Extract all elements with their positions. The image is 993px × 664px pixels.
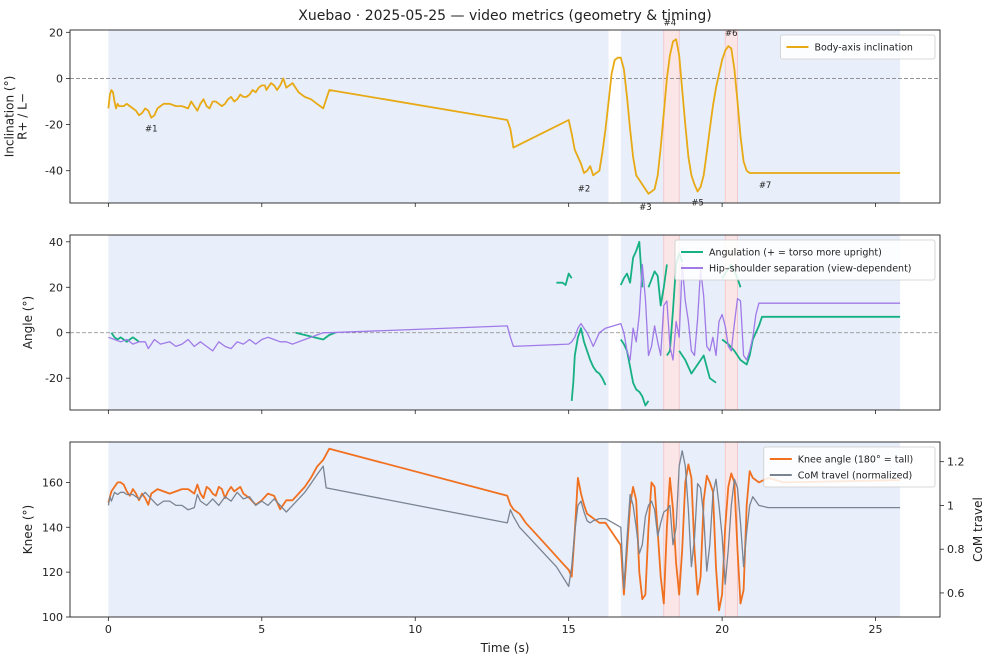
phase-band (269, 30, 609, 203)
knee-com-panel: 100 120 140 160 0.6 0.8 1 1.2 0 5 10 15 20 25 Knee (°)… (21, 441, 985, 655)
legend-box (780, 34, 936, 60)
series-line-angulation (619, 240, 644, 288)
phase-band (269, 235, 609, 410)
series-line-angulation (295, 331, 336, 341)
angle-panel: 40 20 0 -20 Angle (°) Angulation (+ = torso m… (21, 234, 941, 414)
phase-band (108, 442, 270, 617)
y-tick-label: 20 (49, 281, 63, 294)
y-axis-label: Angle (°) (21, 296, 35, 349)
legend-label: Hip–shoulder separation (view-dependent) (709, 264, 912, 275)
series-line-inclination (107, 38, 901, 195)
y-axis-label: Knee (°) (21, 505, 35, 554)
legend-box (674, 239, 936, 281)
event-band (725, 442, 738, 617)
event-annotation: #3 (639, 203, 652, 213)
x-tick-label: 20 (715, 623, 729, 636)
legend-label: Angulation (+ = torso more upright) (709, 248, 882, 259)
legend-label: CoM travel (normalized) (798, 471, 912, 482)
series-line-angulation (678, 350, 717, 384)
x-tick-label: 5 (258, 623, 265, 636)
chart-title: Xuebao · 2025-05-25 — video metrics (geo… (298, 8, 712, 24)
legend-box (763, 446, 936, 488)
event-annotation: #1 (145, 124, 158, 134)
series-line-com (107, 450, 901, 590)
y-axis-label: R+ / L− (16, 93, 30, 140)
y-tick-label: -20 (45, 372, 63, 385)
y-tick-label: 160 (42, 476, 63, 489)
axes-frame (69, 234, 941, 411)
x-tick-label: 25 (869, 623, 883, 636)
legend: Angulation (+ = torso more upright) Hip–s… (674, 239, 936, 281)
y-tick-label: 0 (56, 72, 63, 85)
axes-frame (69, 441, 941, 618)
legend-label: Knee angle (180° = tall) (798, 455, 913, 466)
y-tick-label: -20 (45, 119, 63, 132)
event-annotation: #6 (725, 29, 738, 39)
legend: Knee angle (180° = tall) CoM travel (norm… (763, 446, 936, 488)
y-tick-label: 120 (42, 566, 63, 579)
legend-label: Body-axis inclination (814, 43, 913, 54)
legend: Body-axis inclination (780, 34, 936, 60)
x-axis-label: Time (s) (480, 641, 530, 655)
y-tick-label: 140 (42, 521, 63, 534)
event-band (725, 30, 738, 203)
axes-frame (69, 29, 941, 204)
x-tick-label: 15 (562, 623, 576, 636)
event-annotation: #7 (759, 181, 772, 191)
y-tick-label: 100 (42, 611, 63, 624)
y2-tick-label: 0.6 (947, 587, 965, 600)
y2-axis-label: CoM travel (971, 497, 985, 562)
y-tick-label: 0 (56, 327, 63, 340)
series-line-separation (108, 263, 901, 361)
y-tick-label: -40 (45, 165, 63, 178)
series-line-knee (107, 447, 901, 612)
y-tick-label: 40 (49, 236, 63, 249)
phase-band (108, 235, 270, 410)
series-line-angulation (570, 327, 607, 401)
event-band (663, 30, 680, 203)
series-group (107, 38, 901, 195)
phase-band (108, 30, 270, 203)
event-annotation: #2 (578, 184, 591, 194)
y2-tick-label: 0.8 (947, 543, 965, 556)
x-tick-label: 0 (105, 623, 112, 636)
series-line-angulation (620, 338, 650, 407)
y-tick-label: 20 (49, 26, 63, 39)
series-group (107, 447, 901, 612)
event-annotation: #4 (664, 18, 677, 28)
series-line-angulation (556, 272, 573, 286)
series-line-angulation (647, 264, 668, 307)
y2-tick-label: 1 (947, 499, 954, 512)
y2-tick-label: 1.2 (947, 456, 965, 469)
x-tick-label: 10 (408, 623, 422, 636)
y-axis-label: Inclination (°) (3, 76, 17, 158)
phase-band (269, 442, 609, 617)
